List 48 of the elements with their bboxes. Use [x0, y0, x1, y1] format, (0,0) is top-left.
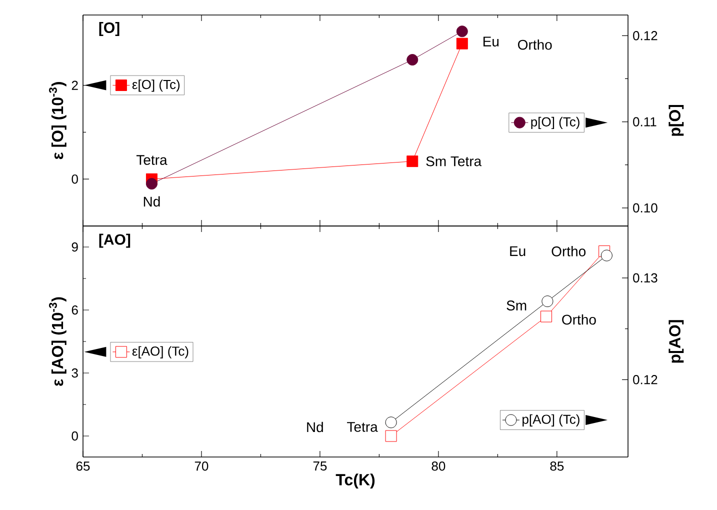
point	[456, 38, 468, 50]
y-tick-label: 6	[72, 305, 78, 315]
y-tick-label: 9	[72, 242, 78, 252]
annotation: Ortho	[518, 39, 552, 50]
annotation: Ortho	[562, 314, 596, 325]
x-tick-label: 85	[550, 462, 564, 471]
point	[406, 54, 418, 66]
y-tick-label: 2	[72, 80, 78, 90]
legend-label: ε[O] (Tc)	[132, 80, 180, 92]
point	[146, 178, 158, 190]
point	[542, 296, 554, 308]
y2-tick-label: 0.11	[633, 117, 656, 126]
point	[385, 416, 397, 428]
point	[600, 250, 612, 262]
y-axis-title: ε [AO] (10$^{-3}$)	[48, 297, 66, 386]
y2-tick-label: 0.12	[633, 31, 658, 40]
annotation: Sm	[506, 300, 526, 310]
annotation: Ortho	[552, 246, 586, 256]
x-tick-label: 80	[432, 462, 446, 471]
legend-label: ε[AO] (Tc)	[132, 346, 188, 358]
y2-tick-label: 0.10	[633, 203, 658, 213]
y-tick-label: 0	[72, 174, 78, 184]
point	[540, 310, 552, 322]
x-axis-title: Tc(K)	[336, 474, 375, 489]
x-tick-label: 75	[313, 462, 327, 471]
annotation: Eu	[483, 36, 499, 46]
chart-title: [AO]	[99, 234, 130, 248]
point	[385, 430, 397, 442]
annotation: Nd	[307, 422, 323, 432]
legend-label: p[AO] (Tc)	[522, 414, 580, 426]
y2-tick-label: 0.13	[633, 273, 658, 282]
x-tick-label: 65	[76, 462, 90, 471]
annotation: Eu	[510, 246, 526, 256]
annotation: Tetra	[347, 422, 378, 432]
y-tick-label: 3	[72, 368, 78, 378]
point	[456, 26, 468, 38]
chart-title: [O]	[99, 22, 120, 36]
point	[406, 156, 418, 168]
y-tick-label: 0	[72, 431, 78, 441]
y2-axis-title: p[AO]	[668, 320, 684, 363]
legend-label: p[O] (Tc)	[531, 116, 580, 130]
y2-tick-label: 0.12	[633, 375, 658, 384]
y-axis-title: ε [O] (10$^{-3}$)	[48, 82, 66, 160]
annotation: Sm Tetra	[426, 156, 482, 166]
y2-axis-title: p[O]	[668, 104, 684, 136]
x-tick-label: 70	[194, 462, 208, 471]
annotation: Tetra	[136, 155, 168, 165]
annotation: Nd	[144, 196, 160, 207]
